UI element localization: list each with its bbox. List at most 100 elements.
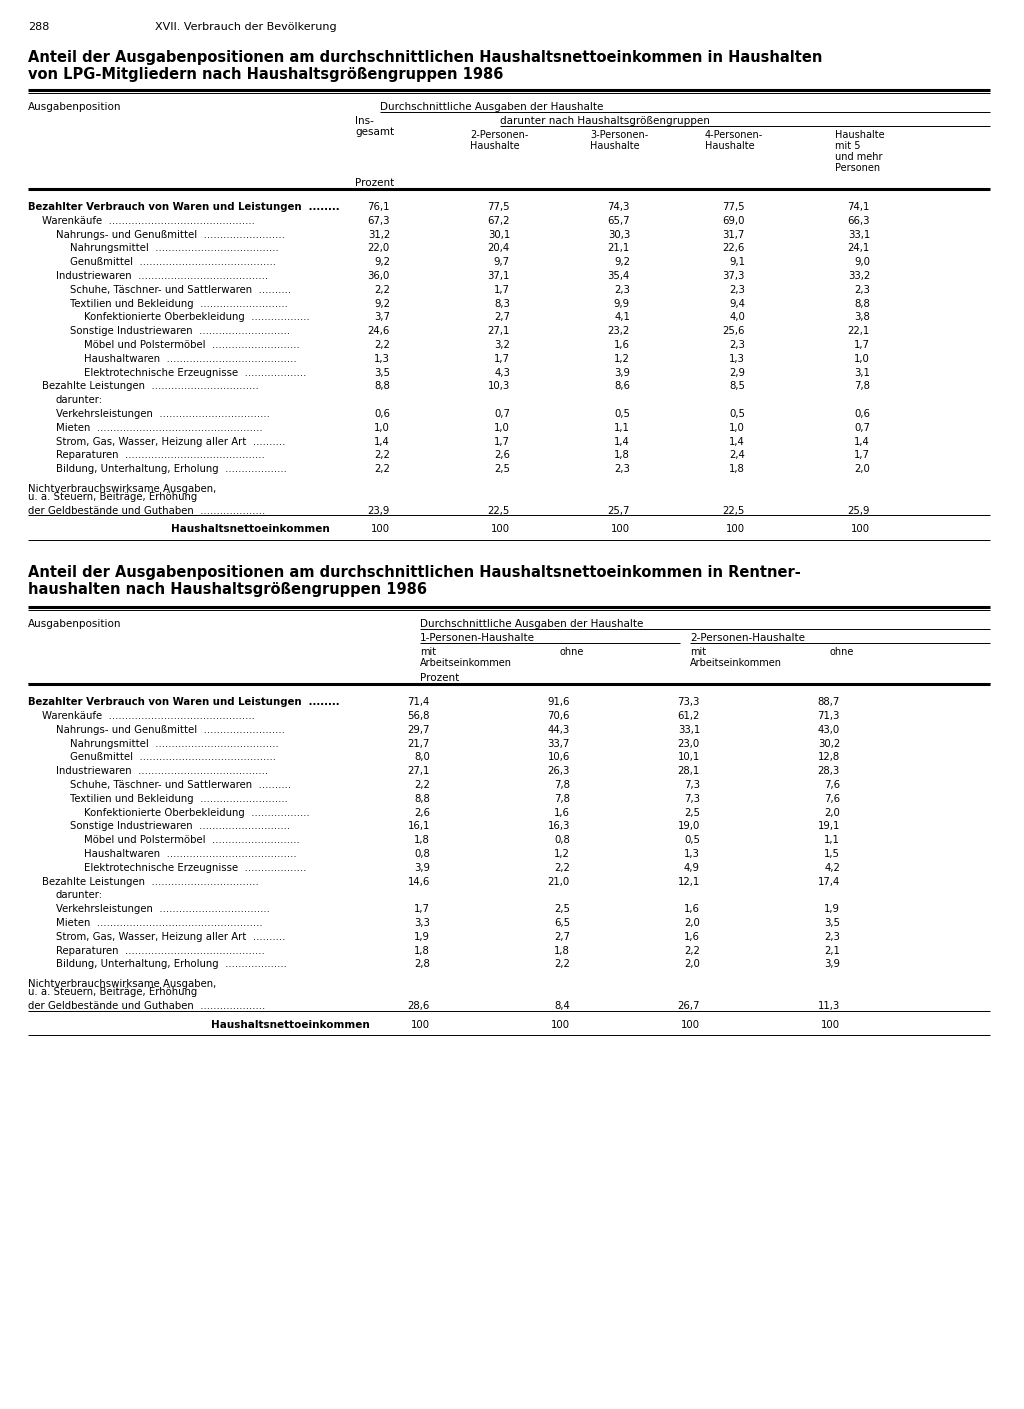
- Text: 1,8: 1,8: [729, 464, 745, 475]
- Text: Strom, Gas, Wasser, Heizung aller Art  ..........: Strom, Gas, Wasser, Heizung aller Art ..…: [56, 931, 286, 941]
- Text: 3-Personen-: 3-Personen-: [590, 130, 648, 139]
- Text: 71,3: 71,3: [817, 712, 840, 721]
- Text: Möbel und Polstermöbel  ...........................: Möbel und Polstermöbel .................…: [84, 836, 300, 845]
- Text: 7,8: 7,8: [554, 793, 570, 803]
- Text: Haushaltsnettoeinkommen: Haushaltsnettoeinkommen: [211, 1020, 370, 1030]
- Text: 1,9: 1,9: [414, 931, 430, 941]
- Text: Verkehrsleistungen  ..................................: Verkehrsleistungen .....................…: [56, 905, 270, 914]
- Text: 7,6: 7,6: [824, 793, 840, 803]
- Text: Industriewaren  ........................................: Industriewaren .........................…: [56, 271, 268, 280]
- Text: 22,6: 22,6: [723, 244, 745, 254]
- Text: 19,0: 19,0: [678, 821, 700, 831]
- Text: 73,3: 73,3: [678, 697, 700, 707]
- Text: 30,3: 30,3: [608, 230, 630, 240]
- Text: 4-Personen-: 4-Personen-: [705, 130, 763, 139]
- Text: Textilien und Bekleidung  ...........................: Textilien und Bekleidung ...............…: [70, 299, 288, 309]
- Text: 66,3: 66,3: [848, 216, 870, 225]
- Text: 1,7: 1,7: [854, 340, 870, 349]
- Text: Arbeitseinkommen: Arbeitseinkommen: [690, 658, 782, 668]
- Text: Arbeitseinkommen: Arbeitseinkommen: [420, 658, 512, 668]
- Text: 9,2: 9,2: [374, 299, 390, 309]
- Text: 21,7: 21,7: [408, 738, 430, 748]
- Text: 17,4: 17,4: [817, 876, 840, 886]
- Text: 1,0: 1,0: [374, 423, 390, 433]
- Text: 2-Personen-Haushalte: 2-Personen-Haushalte: [690, 633, 805, 643]
- Text: Warenkäufe  .............................................: Warenkäufe .............................…: [42, 712, 255, 721]
- Text: 2,1: 2,1: [824, 945, 840, 955]
- Text: 2,6: 2,6: [414, 807, 430, 817]
- Text: Nichtverbrauchswirksame Ausgaben,: Nichtverbrauchswirksame Ausgaben,: [28, 979, 216, 989]
- Text: Konfektionierte Oberbekleidung  ..................: Konfektionierte Oberbekleidung .........…: [84, 807, 309, 817]
- Text: 2,2: 2,2: [684, 945, 700, 955]
- Text: 1-Personen-Haushalte: 1-Personen-Haushalte: [420, 633, 535, 643]
- Text: 2,2: 2,2: [374, 340, 390, 349]
- Text: 12,8: 12,8: [818, 752, 840, 762]
- Text: 1,8: 1,8: [414, 836, 430, 845]
- Text: 9,9: 9,9: [613, 299, 630, 309]
- Text: Haushalte: Haushalte: [835, 130, 885, 139]
- Text: 1,8: 1,8: [614, 451, 630, 461]
- Text: 0,5: 0,5: [614, 409, 630, 418]
- Text: 37,1: 37,1: [487, 271, 510, 280]
- Text: 9,0: 9,0: [854, 258, 870, 268]
- Text: 3,7: 3,7: [374, 313, 390, 323]
- Text: 3,8: 3,8: [854, 313, 870, 323]
- Text: Nahrungsmittel  ......................................: Nahrungsmittel .........................…: [70, 738, 279, 748]
- Text: 100: 100: [611, 524, 630, 534]
- Text: der Geldbestände und Guthaben  ....................: der Geldbestände und Guthaben ..........…: [28, 506, 265, 516]
- Text: der Geldbestände und Guthaben  ....................: der Geldbestände und Guthaben ..........…: [28, 1000, 265, 1010]
- Text: haushalten nach Haushaltsgrößengruppen 1986: haushalten nach Haushaltsgrößengruppen 1…: [28, 582, 427, 597]
- Text: 4,3: 4,3: [495, 368, 510, 378]
- Text: 8,8: 8,8: [414, 793, 430, 803]
- Text: 1,2: 1,2: [554, 850, 570, 859]
- Text: ohne: ohne: [560, 647, 585, 657]
- Text: 4,0: 4,0: [729, 313, 745, 323]
- Text: 6,5: 6,5: [554, 919, 570, 929]
- Text: 25,6: 25,6: [723, 327, 745, 337]
- Text: Ausgabenposition: Ausgabenposition: [28, 619, 122, 630]
- Text: Bildung, Unterhaltung, Erholung  ...................: Bildung, Unterhaltung, Erholung ........…: [56, 960, 287, 969]
- Text: 22,1: 22,1: [848, 327, 870, 337]
- Text: Nahrungs- und Genußmittel  .........................: Nahrungs- und Genußmittel ..............…: [56, 230, 285, 240]
- Text: 2,3: 2,3: [854, 285, 870, 294]
- Text: 74,3: 74,3: [607, 201, 630, 211]
- Text: 100: 100: [490, 524, 510, 534]
- Text: Elektrotechnische Erzeugnisse  ...................: Elektrotechnische Erzeugnisse ..........…: [84, 862, 306, 872]
- Text: Schuhe, Täschner- und Sattlerwaren  ..........: Schuhe, Täschner- und Sattlerwaren .....…: [70, 285, 291, 294]
- Text: 35,4: 35,4: [607, 271, 630, 280]
- Text: 1,8: 1,8: [414, 945, 430, 955]
- Text: 0,6: 0,6: [854, 409, 870, 418]
- Text: 21,1: 21,1: [608, 244, 630, 254]
- Text: 33,7: 33,7: [548, 738, 570, 748]
- Text: 21,0: 21,0: [548, 876, 570, 886]
- Text: mit: mit: [690, 647, 707, 657]
- Text: 3,5: 3,5: [824, 919, 840, 929]
- Text: 10,6: 10,6: [548, 752, 570, 762]
- Text: 2,5: 2,5: [554, 905, 570, 914]
- Text: 2,3: 2,3: [824, 931, 840, 941]
- Text: 1,0: 1,0: [729, 423, 745, 433]
- Text: Durchschnittliche Ausgaben der Haushalte: Durchschnittliche Ausgaben der Haushalte: [420, 619, 643, 630]
- Text: Nahrungs- und Genußmittel  .........................: Nahrungs- und Genußmittel ..............…: [56, 724, 285, 735]
- Text: 0,8: 0,8: [414, 850, 430, 859]
- Text: mit: mit: [420, 647, 436, 657]
- Text: u. a. Steuern, Beiträge, Erhöhung: u. a. Steuern, Beiträge, Erhöhung: [28, 492, 198, 502]
- Text: 56,8: 56,8: [408, 712, 430, 721]
- Text: 2,0: 2,0: [824, 807, 840, 817]
- Text: 28,1: 28,1: [678, 766, 700, 776]
- Text: 74,1: 74,1: [848, 201, 870, 211]
- Text: darunter:: darunter:: [56, 890, 103, 900]
- Text: 2-Personen-: 2-Personen-: [470, 130, 528, 139]
- Text: 1,7: 1,7: [854, 451, 870, 461]
- Text: Durchschnittliche Ausgaben der Haushalte: Durchschnittliche Ausgaben der Haushalte: [380, 101, 603, 111]
- Text: 76,1: 76,1: [368, 201, 390, 211]
- Text: 36,0: 36,0: [368, 271, 390, 280]
- Text: 1,4: 1,4: [614, 437, 630, 447]
- Text: 2,7: 2,7: [494, 313, 510, 323]
- Text: Industriewaren  ........................................: Industriewaren .........................…: [56, 766, 268, 776]
- Text: 1,3: 1,3: [374, 354, 390, 364]
- Text: Ins-: Ins-: [355, 116, 374, 125]
- Text: 2,5: 2,5: [684, 807, 700, 817]
- Text: 33,2: 33,2: [848, 271, 870, 280]
- Text: 23,2: 23,2: [608, 327, 630, 337]
